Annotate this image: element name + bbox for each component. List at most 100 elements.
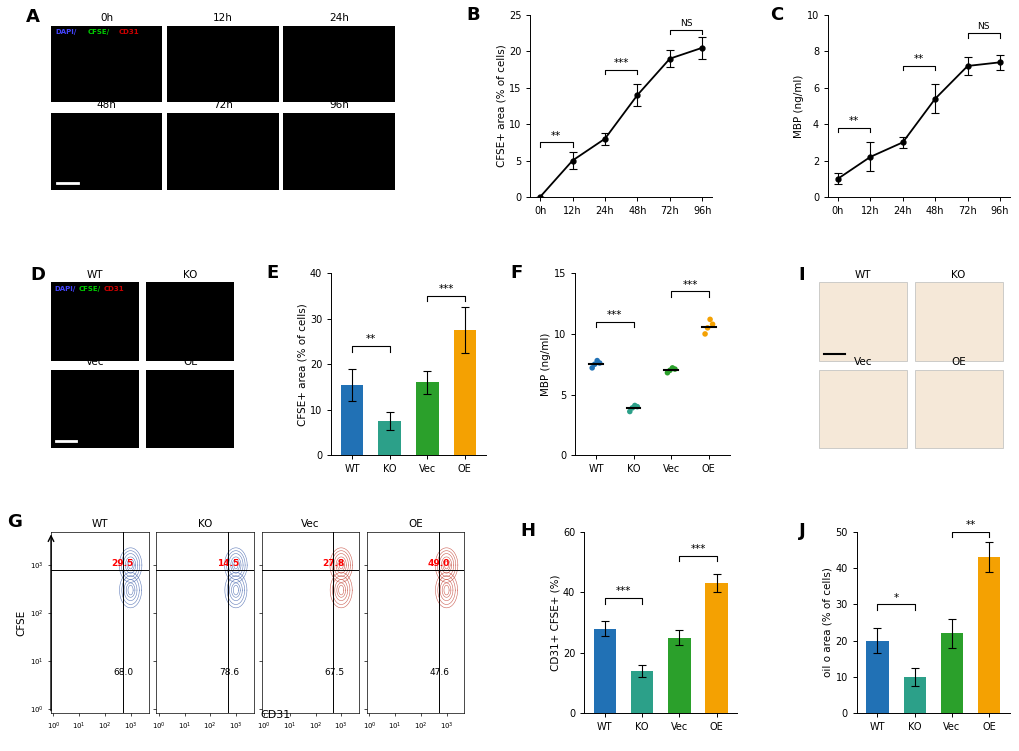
Point — [696, 328, 712, 340]
Point — [586, 358, 602, 370]
Point — [588, 354, 604, 366]
Text: *: * — [893, 593, 898, 602]
Y-axis label: CFSE: CFSE — [16, 609, 26, 635]
Text: **: ** — [848, 116, 858, 126]
Y-axis label: oil o area (% of cells): oil o area (% of cells) — [822, 568, 832, 677]
Point — [591, 357, 607, 369]
Text: ***: *** — [438, 284, 453, 294]
Bar — [631, 671, 652, 713]
Text: NS: NS — [976, 23, 989, 32]
Point — [584, 362, 600, 374]
Text: ***: *** — [682, 279, 697, 290]
Text: CD31: CD31 — [104, 286, 124, 292]
Text: 12h: 12h — [213, 13, 232, 23]
Point — [629, 401, 645, 413]
Bar — [167, 26, 278, 102]
Text: WT: WT — [87, 270, 103, 279]
Text: 78.6: 78.6 — [219, 668, 239, 677]
Text: 96h: 96h — [329, 100, 348, 110]
Bar — [167, 113, 278, 190]
Text: ***: *** — [690, 544, 705, 554]
Text: **: ** — [550, 131, 560, 140]
Bar — [51, 369, 139, 448]
Bar — [51, 113, 162, 190]
Text: F: F — [510, 264, 522, 282]
Bar — [818, 369, 906, 448]
Text: **: ** — [913, 54, 923, 64]
Text: CD31: CD31 — [118, 29, 140, 35]
Text: Vec: Vec — [86, 357, 104, 367]
Point — [658, 366, 675, 379]
Text: Vec: Vec — [853, 357, 871, 367]
Text: WT: WT — [854, 270, 870, 279]
Text: ***: *** — [612, 58, 629, 68]
Title: OE: OE — [408, 520, 423, 529]
Bar — [453, 330, 476, 455]
Text: KO: KO — [183, 270, 198, 279]
Point — [661, 364, 678, 376]
Bar — [51, 282, 139, 360]
Bar — [667, 638, 690, 713]
Bar — [593, 629, 615, 713]
Bar — [283, 113, 394, 190]
Text: G: G — [7, 514, 22, 532]
Text: H: H — [520, 523, 535, 541]
Y-axis label: MBP (ng/ml): MBP (ng/ml) — [794, 74, 803, 137]
Point — [624, 402, 640, 414]
Text: ***: *** — [615, 587, 631, 596]
Text: 24h: 24h — [329, 13, 348, 23]
Text: 14.5: 14.5 — [217, 559, 239, 568]
Bar — [51, 26, 162, 102]
Text: 49.0: 49.0 — [427, 559, 449, 568]
Bar — [416, 382, 438, 455]
Text: 67.5: 67.5 — [324, 668, 344, 677]
Text: 0h: 0h — [100, 13, 113, 23]
Text: ***: *** — [606, 310, 622, 320]
Bar — [914, 282, 1002, 360]
Point — [666, 363, 683, 375]
Bar — [283, 26, 394, 102]
Text: 29.5: 29.5 — [111, 559, 133, 568]
Point — [621, 406, 637, 418]
Point — [704, 318, 720, 330]
Bar — [818, 282, 906, 360]
Bar — [340, 385, 363, 455]
Text: 47.6: 47.6 — [429, 668, 449, 677]
Title: WT: WT — [92, 520, 108, 529]
Text: CFSE/: CFSE/ — [88, 29, 109, 35]
Bar — [865, 641, 888, 713]
Text: CFSE/: CFSE/ — [78, 286, 100, 292]
Bar — [146, 282, 234, 360]
Y-axis label: CFSE+ area (% of cells): CFSE+ area (% of cells) — [297, 303, 307, 426]
Text: DAPI/: DAPI/ — [56, 29, 77, 35]
Text: B: B — [467, 6, 480, 24]
Point — [699, 322, 715, 334]
Bar — [914, 369, 1002, 448]
Bar — [705, 583, 728, 713]
Y-axis label: CFSE+ area (% of cells): CFSE+ area (% of cells) — [495, 44, 505, 167]
Text: 48h: 48h — [97, 100, 116, 110]
Text: CD31: CD31 — [260, 710, 290, 719]
Text: 72h: 72h — [213, 100, 232, 110]
Bar — [378, 421, 400, 455]
Text: OE: OE — [950, 357, 965, 367]
Text: E: E — [266, 264, 278, 282]
Title: Vec: Vec — [301, 520, 319, 529]
Point — [626, 400, 642, 412]
Bar — [903, 677, 925, 713]
Text: **: ** — [365, 334, 376, 344]
Point — [663, 362, 680, 374]
Text: 27.8: 27.8 — [322, 559, 344, 568]
Text: DAPI/: DAPI/ — [55, 286, 75, 292]
Bar — [977, 557, 1000, 713]
Text: NS: NS — [679, 19, 692, 28]
Text: J: J — [798, 523, 805, 541]
Text: **: ** — [965, 520, 975, 529]
Point — [701, 313, 717, 325]
Text: C: C — [769, 6, 783, 24]
Text: OE: OE — [182, 357, 198, 367]
Text: A: A — [25, 8, 40, 26]
Title: KO: KO — [198, 520, 212, 529]
Text: 68.0: 68.0 — [114, 668, 133, 677]
Text: KO: KO — [951, 270, 965, 279]
